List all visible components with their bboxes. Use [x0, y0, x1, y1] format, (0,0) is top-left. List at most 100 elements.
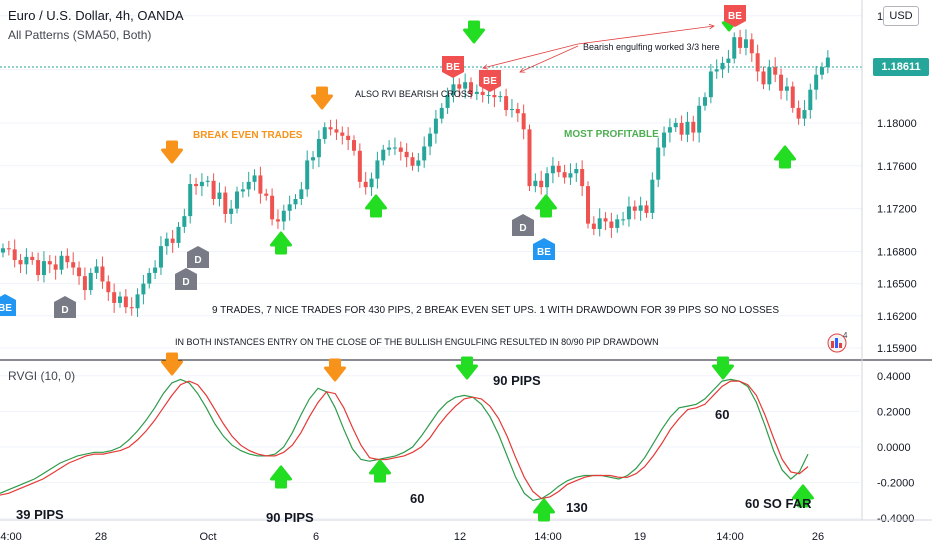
price-tick-label: 1.16800 [877, 246, 917, 258]
candle-body [761, 71, 766, 85]
currency-button[interactable]: USD [883, 6, 919, 26]
marker-label: BE [537, 247, 551, 258]
candle-body [328, 127, 333, 130]
candle-body [65, 255, 70, 263]
candle-body [82, 276, 87, 291]
marker-shape [175, 268, 197, 290]
candle-body [796, 107, 801, 119]
marker-shape [0, 294, 16, 316]
arrow-shape [161, 140, 183, 164]
candle-body [223, 192, 228, 214]
candle-body [808, 89, 813, 111]
candle-body [12, 249, 17, 261]
candle-body [521, 113, 526, 130]
price-panel[interactable] [0, 15, 862, 349]
candle-body [597, 218, 602, 229]
candle-body [580, 168, 585, 187]
arrow-shape [369, 459, 391, 483]
time-tick-label: 6 [313, 531, 319, 543]
pip-label: 39 PIPS [16, 507, 64, 522]
price-tick-label: 1.17600 [877, 161, 917, 173]
marker-label: BE [446, 62, 460, 73]
arrow-up-icon [369, 459, 391, 483]
candle-body [24, 256, 29, 265]
candle-body [474, 91, 479, 94]
candle-body [123, 296, 128, 308]
arrow-shape [712, 356, 734, 380]
candle-body [94, 266, 99, 273]
candle-body [498, 96, 503, 98]
candle-body [369, 178, 374, 188]
rvgi-grid [0, 375, 862, 519]
candle-body [550, 165, 555, 174]
arrow-down-icon [311, 86, 333, 110]
candle-body [164, 238, 169, 247]
arrow-shape [774, 145, 796, 169]
arrow-shape [792, 484, 814, 508]
candle-body [305, 160, 310, 190]
candle-body [749, 39, 754, 54]
pip-label: 60 [715, 407, 729, 422]
candle-body [743, 39, 748, 48]
candle-body [281, 210, 286, 222]
marker-shape [724, 5, 746, 27]
candle-body [36, 260, 41, 276]
candle-body [504, 96, 509, 111]
candle-body [416, 160, 421, 166]
candle-body [363, 181, 368, 188]
time-tick-label: 14:00 [534, 531, 562, 543]
arrow-shape [270, 231, 292, 255]
arrow-up-icon [270, 231, 292, 255]
candle-body [322, 127, 327, 139]
candle-body [264, 193, 269, 196]
candles [1, 29, 830, 317]
marker-label: BE [728, 11, 742, 22]
candle-body [182, 216, 187, 227]
candle-body [240, 189, 245, 192]
candle-body [77, 267, 82, 277]
signal-line [0, 380, 809, 500]
candle-body [644, 205, 649, 213]
candle-body [726, 58, 731, 63]
last-price-tag: 1.18611 [873, 58, 929, 76]
candle-body [170, 238, 175, 243]
arrow-shape [533, 498, 555, 522]
candle-body [509, 108, 514, 111]
arrow-up-icon [365, 194, 387, 218]
candle-body [229, 208, 234, 214]
candle-body [445, 95, 450, 108]
tv-badge-count: 4 [843, 331, 848, 340]
rvgi-tick-label: 0.4000 [877, 371, 911, 383]
candle-body [621, 219, 626, 221]
candle-body [714, 69, 719, 72]
candle-body [410, 157, 415, 166]
annotation-arrow [483, 43, 579, 68]
arrow-shape [324, 358, 346, 382]
candle-body [790, 86, 795, 108]
d-marker: D [175, 268, 197, 290]
candle-body [451, 84, 456, 96]
rvgi-line [0, 378, 809, 502]
candle-body [492, 95, 497, 98]
candle-body [574, 168, 579, 174]
candle-body [708, 71, 713, 98]
be-marker: BE [442, 56, 464, 78]
rvgi-tick-label: 0.0000 [877, 442, 911, 454]
arrow-down-icon [712, 356, 734, 380]
candle-body [568, 173, 573, 178]
rvgi-panel[interactable] [0, 375, 862, 519]
chart-title: Euro / U.S. Dollar, 4h, OANDA [8, 8, 184, 23]
candle-body [340, 132, 345, 136]
candle-body [527, 129, 532, 187]
marker-label: D [519, 223, 526, 234]
candle-body [685, 121, 690, 135]
candle-body [609, 221, 614, 228]
rvgi-axis: 0.4000 0.2000 0.0000 -0.2000 -0.4000 [877, 371, 914, 525]
pip-label: 60 [410, 491, 424, 506]
rvi-cross-annotation: ALSO RVI BEARISH CROSS [355, 89, 473, 99]
marker-shape [479, 70, 501, 92]
price-tick-label: 1.16500 [877, 279, 917, 291]
candle-body [334, 129, 339, 133]
candle-body [346, 135, 351, 141]
